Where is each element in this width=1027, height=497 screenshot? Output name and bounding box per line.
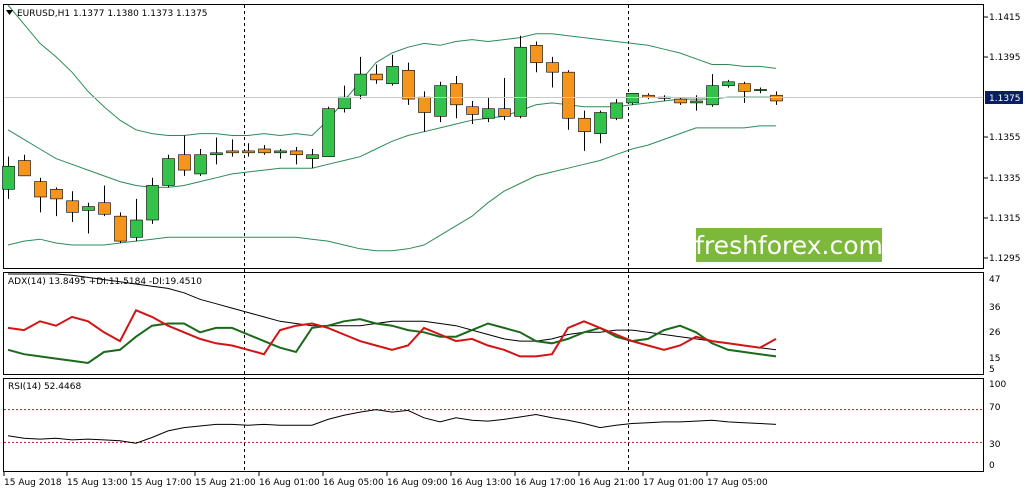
rsi-panel bbox=[3, 378, 984, 472]
adx-axis: 47 36 26 15 5 bbox=[989, 275, 1001, 375]
time-axis-label: 15 Aug 2018 bbox=[4, 478, 62, 488]
candle bbox=[114, 212, 127, 244]
price-panel bbox=[3, 4, 984, 269]
candle bbox=[402, 62, 415, 105]
watermark-text: freshforex.com bbox=[695, 231, 883, 260]
candle bbox=[498, 77, 511, 121]
time-axis-label: 15 Aug 13:00 bbox=[67, 478, 128, 488]
candle bbox=[770, 91, 783, 105]
candle bbox=[130, 198, 143, 242]
time-axis-label: 17 Aug 05:00 bbox=[707, 478, 768, 488]
candle bbox=[98, 185, 111, 217]
candle bbox=[18, 154, 31, 177]
candle bbox=[146, 177, 159, 224]
candle bbox=[354, 56, 367, 100]
candles bbox=[2, 35, 783, 244]
candle bbox=[386, 54, 399, 86]
candle bbox=[66, 191, 79, 222]
candle bbox=[162, 154, 175, 188]
candle bbox=[610, 99, 623, 121]
candle bbox=[370, 64, 383, 84]
time-axis: 15 Aug 2018 15 Aug 13:00 15 Aug 17:00 15… bbox=[3, 472, 768, 488]
candle bbox=[82, 202, 95, 234]
candle bbox=[722, 79, 735, 88]
candle bbox=[194, 148, 207, 176]
adx-lines bbox=[7, 273, 777, 365]
adx-header-text: ADX(14) 13.8495 +DI:11.5184 -DI:19.4510 bbox=[8, 277, 202, 287]
time-axis-label: 17 Aug 01:00 bbox=[643, 478, 704, 488]
candle bbox=[178, 135, 191, 176]
price-axis-label: 1.1395 bbox=[989, 53, 1021, 63]
candle bbox=[210, 137, 223, 165]
price-axis-label: 1.1415 bbox=[989, 13, 1021, 23]
candle bbox=[322, 106, 335, 157]
candle bbox=[514, 35, 527, 119]
candle bbox=[674, 97, 687, 105]
candle bbox=[306, 148, 319, 169]
candle bbox=[290, 147, 303, 165]
current-price-text: 1.1375 bbox=[989, 94, 1021, 104]
candle bbox=[594, 110, 607, 144]
rsi-series-line bbox=[7, 409, 777, 444]
price-axis-label: 1.1355 bbox=[989, 133, 1021, 143]
price-header: EURUSD,H1 1.1377 1.1380 1.1373 1.1375 bbox=[6, 9, 208, 19]
candle bbox=[546, 56, 559, 88]
current-price-tag: 1.1375 bbox=[985, 91, 1023, 104]
candle bbox=[450, 76, 463, 119]
candle bbox=[626, 93, 639, 105]
rsi-axis-label: 100 bbox=[989, 380, 1006, 390]
candle bbox=[754, 87, 767, 94]
time-axis-label: 16 Aug 21:00 bbox=[579, 478, 640, 488]
candle bbox=[258, 145, 271, 155]
rsi-axis: 100 70 30 0 bbox=[989, 380, 1006, 471]
adx-main-line bbox=[8, 273, 777, 351]
price-header-text: EURUSD,H1 1.1377 1.1380 1.1373 1.1375 bbox=[17, 9, 208, 19]
rsi-axis-label: 0 bbox=[989, 461, 995, 471]
rsi-line bbox=[7, 409, 777, 444]
candle bbox=[34, 177, 47, 213]
adx-axis-label: 15 bbox=[989, 354, 1000, 364]
adx-axis-label: 36 bbox=[989, 303, 1001, 313]
time-axis-label: 15 Aug 17:00 bbox=[131, 478, 192, 488]
triangle-down-icon[interactable] bbox=[6, 10, 13, 15]
candle bbox=[2, 156, 15, 199]
time-axis-label: 16 Aug 01:00 bbox=[259, 478, 320, 488]
adx-axis-label: 5 bbox=[989, 365, 995, 375]
plus-di-line bbox=[7, 318, 777, 365]
candle bbox=[562, 70, 575, 130]
candle bbox=[50, 187, 63, 217]
candle bbox=[706, 74, 719, 107]
minus-di-line bbox=[7, 309, 777, 358]
watermark: freshforex.com bbox=[695, 228, 883, 262]
rsi-axis-label: 70 bbox=[989, 403, 1001, 413]
band-upper-line bbox=[7, 4, 777, 137]
time-axis-label: 16 Aug 09:00 bbox=[387, 478, 448, 488]
band-middle-line bbox=[7, 96, 776, 188]
candle bbox=[274, 148, 287, 159]
candle bbox=[482, 97, 495, 123]
adx-panel bbox=[3, 272, 984, 375]
rsi-header-text: RSI(14) 52.4468 bbox=[8, 382, 81, 392]
candle bbox=[434, 81, 447, 123]
adx-axis-label: 26 bbox=[989, 328, 1001, 338]
candle bbox=[738, 81, 751, 103]
price-axis: 1.1415 1.1395 1.1355 1.1335 1.1315 1.129… bbox=[984, 13, 1021, 264]
candle bbox=[226, 139, 239, 157]
candle bbox=[578, 110, 591, 151]
candle bbox=[242, 143, 255, 157]
price-axis-label: 1.1295 bbox=[989, 254, 1021, 264]
rsi-levels bbox=[4, 409, 983, 443]
candle bbox=[530, 41, 543, 73]
time-axis-label: 16 Aug 05:00 bbox=[323, 478, 384, 488]
time-axis-label: 16 Aug 17:00 bbox=[515, 478, 576, 488]
rsi-axis-label: 30 bbox=[989, 440, 1001, 450]
adx-axis-label: 47 bbox=[989, 275, 1000, 285]
candle bbox=[466, 100, 479, 125]
price-axis-label: 1.1315 bbox=[989, 214, 1021, 224]
time-axis-label: 15 Aug 21:00 bbox=[195, 478, 256, 488]
price-axis-label: 1.1335 bbox=[989, 174, 1021, 184]
time-axis-label: 16 Aug 13:00 bbox=[451, 478, 512, 488]
